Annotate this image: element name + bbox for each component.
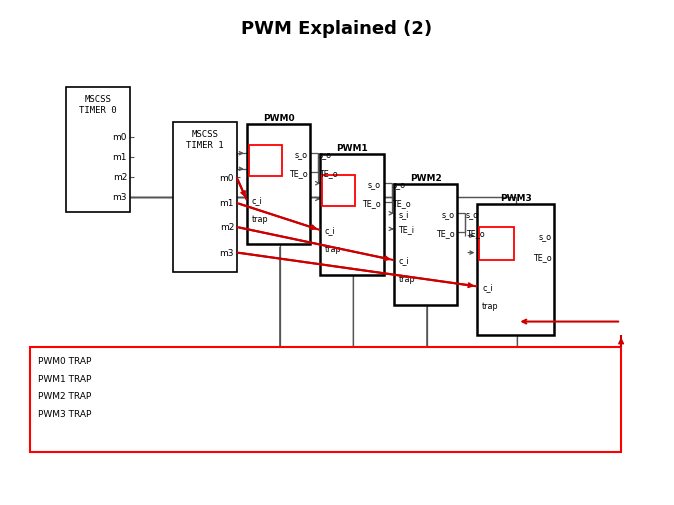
Text: m3: m3 [113, 193, 127, 202]
Text: c_i: c_i [325, 226, 336, 235]
Text: s_i: s_i [251, 149, 262, 159]
Text: trap: trap [325, 244, 342, 253]
Text: TE_o: TE_o [319, 169, 338, 178]
Bar [249, 145, 282, 177]
Text: TE_i: TE_i [398, 225, 415, 234]
Text: trap: trap [251, 214, 268, 223]
Text: PWM1: PWM1 [336, 143, 368, 153]
Text: s_i: s_i [325, 179, 336, 188]
Bar [66, 88, 130, 213]
Text: s_o: s_o [368, 179, 381, 188]
Text: m2: m2 [220, 223, 234, 232]
Bar [320, 155, 384, 275]
Bar [322, 175, 355, 207]
Text: trap: trap [482, 302, 499, 311]
Text: c_i: c_i [251, 196, 262, 205]
Bar [247, 125, 310, 245]
Text: s_o: s_o [441, 210, 455, 218]
Text: MSCSS
TIMER 1: MSCSS TIMER 1 [186, 130, 224, 149]
Text: PWM1 TRAP: PWM1 TRAP [38, 374, 91, 383]
Text: s_o: s_o [392, 179, 406, 188]
Text: TE_o: TE_o [392, 198, 411, 208]
Text: m1: m1 [220, 199, 234, 208]
Text: TE_o: TE_o [533, 252, 551, 262]
Text: s_o: s_o [319, 149, 332, 159]
Text: PWM3: PWM3 [500, 193, 532, 203]
Text: m0: m0 [220, 174, 234, 183]
Text: m2: m2 [113, 173, 127, 182]
Text: TE_i: TE_i [482, 248, 498, 258]
Text: PWM Explained (2): PWM Explained (2) [241, 20, 433, 38]
Text: c_i: c_i [482, 282, 493, 291]
Text: TE_o: TE_o [466, 229, 485, 237]
Text: s_i: s_i [482, 232, 493, 241]
Text: m0: m0 [113, 133, 127, 142]
Text: TE_i: TE_i [251, 165, 268, 174]
Text: PWM0 TRAP: PWM0 TRAP [38, 357, 91, 366]
Text: TE_o: TE_o [289, 169, 307, 178]
Text: TE_o: TE_o [436, 229, 455, 237]
Bar [173, 123, 237, 273]
Text: trap: trap [398, 274, 415, 283]
Bar [477, 205, 554, 335]
Text: m3: m3 [220, 248, 234, 258]
Text: c_i: c_i [398, 256, 409, 265]
Text: TE_i: TE_i [325, 195, 341, 204]
Text: PWM2 TRAP: PWM2 TRAP [38, 391, 91, 400]
Text: s_o: s_o [466, 210, 479, 218]
Text: TE_o: TE_o [363, 198, 381, 208]
Text: PWM3 TRAP: PWM3 TRAP [38, 409, 91, 418]
Text: s_i: s_i [398, 210, 409, 218]
Bar [30, 347, 621, 452]
Text: s_o: s_o [539, 232, 551, 241]
Text: m1: m1 [113, 153, 127, 162]
Text: PWM0: PWM0 [263, 114, 295, 123]
Text: s_o: s_o [295, 149, 307, 159]
Text: PWM2: PWM2 [410, 174, 441, 183]
Text: MSCSS
TIMER 0: MSCSS TIMER 0 [80, 95, 117, 115]
Bar [394, 185, 458, 305]
Bar [479, 227, 514, 261]
